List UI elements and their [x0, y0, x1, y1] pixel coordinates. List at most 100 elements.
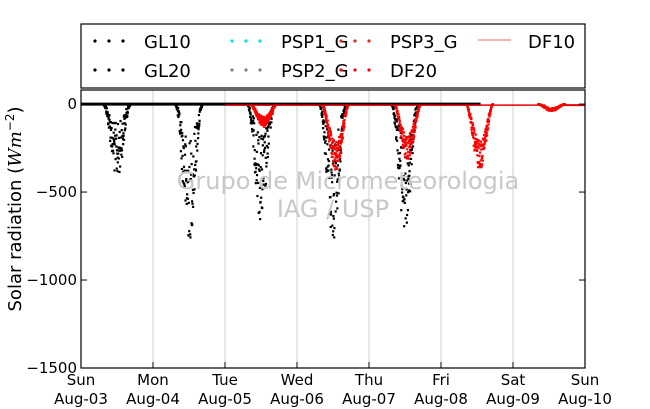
x-tick-label-date: Aug-05 [198, 390, 252, 408]
data-point [266, 127, 269, 130]
data-point [417, 108, 421, 111]
data-point [116, 161, 119, 164]
data-point [410, 163, 413, 166]
data-point [332, 159, 335, 163]
data-point [264, 132, 267, 135]
data-point [328, 126, 331, 129]
data-point [392, 112, 396, 115]
data-point [117, 136, 121, 139]
data-point [194, 169, 198, 172]
data-point [340, 114, 343, 118]
data-point [263, 148, 266, 152]
data-point [333, 158, 336, 161]
data-point [258, 210, 261, 214]
data-point [412, 128, 416, 131]
data-point [403, 179, 406, 182]
data-point [340, 128, 344, 131]
data-point [400, 209, 403, 212]
data-point [328, 136, 331, 139]
data-point [118, 130, 121, 134]
data-point [395, 128, 399, 132]
data-point [253, 157, 256, 160]
data-point [262, 183, 265, 186]
data-point [332, 194, 335, 197]
data-point [338, 154, 342, 158]
data-point [198, 124, 201, 127]
data-point [322, 119, 325, 122]
data-point [323, 131, 326, 134]
data-point [481, 154, 484, 157]
data-point [186, 197, 190, 200]
data-point [120, 153, 123, 156]
data-point [337, 159, 340, 162]
data-point [109, 120, 112, 124]
data-point [400, 146, 403, 149]
data-point [106, 111, 109, 114]
data-point [400, 129, 403, 132]
data-point [321, 113, 324, 116]
data-point [262, 179, 265, 183]
data-point [255, 133, 258, 136]
data-point [111, 121, 114, 125]
legend-marker [339, 68, 343, 72]
data-point [401, 131, 404, 134]
data-point [322, 121, 325, 124]
data-point [261, 144, 264, 147]
data-point [402, 147, 405, 150]
data-point [340, 115, 343, 119]
data-point [334, 148, 337, 151]
plot-frame [80, 89, 586, 369]
data-point [255, 167, 258, 170]
data-point [117, 152, 120, 155]
legend-item-psp3_g: PSP3_G [339, 32, 458, 53]
data-point [184, 179, 188, 182]
data-point [123, 122, 126, 125]
data-point [180, 167, 184, 171]
data-point [487, 117, 490, 121]
data-point [407, 157, 410, 160]
legend-label: DF10 [528, 32, 575, 53]
data-point [395, 126, 398, 129]
data-point [334, 210, 337, 213]
data-point [411, 128, 414, 131]
data-point [341, 137, 344, 141]
data-point [483, 141, 487, 144]
data-point [117, 157, 120, 160]
data-point [189, 173, 193, 176]
data-point [470, 128, 473, 132]
data-point [266, 129, 269, 132]
data-point [409, 143, 412, 146]
data-point [346, 107, 349, 110]
data-point [402, 138, 406, 141]
data-point [112, 131, 115, 134]
data-point [411, 151, 414, 155]
data-point [483, 146, 486, 149]
data-point [329, 225, 332, 229]
data-point [333, 164, 337, 168]
data-point [339, 142, 343, 145]
data-point [323, 108, 326, 111]
data-point [182, 165, 186, 168]
data-point [188, 142, 191, 145]
data-point [324, 139, 327, 143]
data-point [330, 173, 334, 177]
legend-marker [339, 39, 343, 43]
data-point [479, 140, 483, 143]
data-point [105, 107, 108, 110]
data-point [411, 145, 415, 148]
data-point [251, 115, 255, 118]
data-point [329, 131, 332, 134]
data-point [398, 120, 401, 123]
data-point [181, 154, 184, 158]
data-point [179, 131, 182, 134]
data-point [337, 154, 340, 157]
legend: GL10 GL20 PSP1_G PSP2_G PSP3_G DF20 DF10 [80, 23, 586, 89]
legend-label: PSP1_G [281, 32, 349, 53]
data-point [115, 167, 118, 170]
data-point [398, 126, 401, 129]
data-point [257, 164, 261, 167]
data-point [399, 136, 402, 139]
data-point [182, 145, 185, 148]
data-point [331, 224, 334, 227]
data-point [123, 116, 127, 120]
